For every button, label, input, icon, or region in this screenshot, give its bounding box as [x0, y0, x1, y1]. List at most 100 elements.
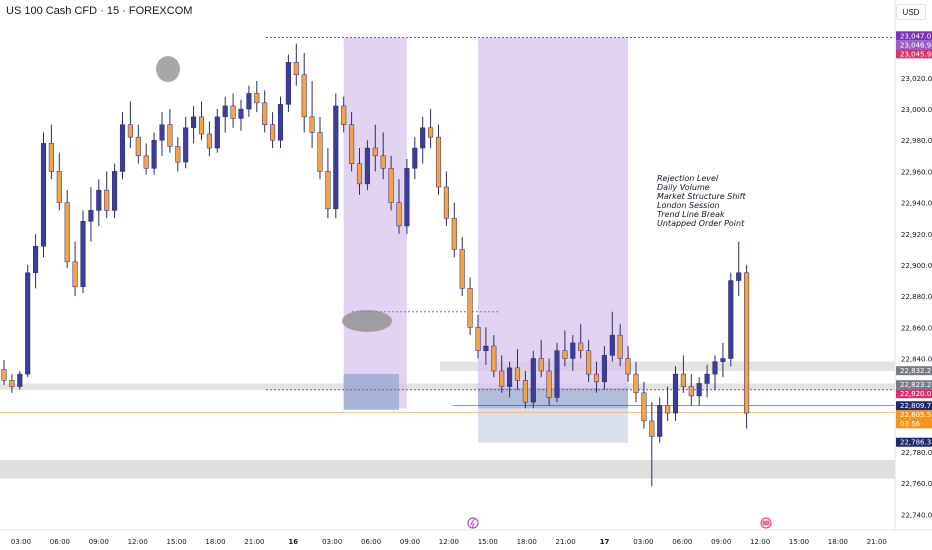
time-tick-label: 03:00 [633, 538, 653, 546]
candle-body [364, 147, 370, 185]
candle-body [301, 74, 307, 118]
candles[interactable] [1, 43, 750, 487]
analysis-notes: Rejection Level Daily Volume Market Stru… [657, 174, 746, 228]
candle-body [396, 202, 402, 227]
candle-body [88, 210, 94, 222]
candle-body [325, 171, 331, 210]
price-label-box [896, 49, 932, 59]
candle-body [665, 405, 671, 414]
candle-body [183, 127, 189, 163]
time-tick-label: 06:00 [50, 538, 70, 546]
price-tick-label: 22,920.0 [901, 231, 932, 239]
countdown-text: 03:56 [900, 420, 921, 428]
candle-body [72, 261, 78, 288]
zone-blue-2 [343, 374, 399, 410]
candle-body [33, 246, 39, 274]
candle-body [1, 369, 7, 381]
price-label-text: 22,820.0 [900, 390, 931, 398]
candle-body [554, 350, 560, 398]
candle-body [317, 132, 323, 172]
grey-band-lower [0, 459, 895, 479]
note-london-session: London Session [657, 201, 720, 210]
price-tick-label: 22,860.0 [901, 324, 932, 332]
price-tick-label: 22,740.0 [901, 511, 932, 519]
price-tick-label: 22,780.0 [901, 449, 932, 457]
candle-body [119, 124, 126, 172]
candle-body [191, 116, 197, 129]
note-trend-line-break: Trend Line Break [657, 210, 725, 219]
price-label-box [896, 366, 932, 376]
candle-body [9, 380, 15, 387]
lightning-bolt-icon [470, 518, 475, 529]
candle-body [167, 124, 173, 147]
candle-body [309, 116, 315, 133]
price-tick-label: 22,900.0 [901, 262, 932, 270]
currency-button[interactable]: USD [896, 4, 926, 20]
candle-body [206, 133, 212, 149]
candle-body [112, 171, 118, 211]
candle-body [578, 342, 584, 351]
time-axis[interactable]: 03:00 06:00 09:00 12:00 15:00 18:00 21:00 16 03:… [0, 517, 932, 546]
price-tick-label: 22,960.0 [901, 168, 932, 176]
price-label-text: 22,786.3 [900, 439, 931, 447]
candle-body [293, 62, 299, 76]
candle-body [483, 345, 489, 351]
note-market-structure-shift: Market Structure Shift [657, 192, 746, 201]
grey-band-upper [0, 383, 895, 390]
time-tick-label: 17 [600, 538, 610, 546]
price-label-text: 22,805.5 [900, 411, 931, 419]
candle-body [285, 62, 291, 105]
candle-body [56, 171, 62, 203]
zone-purple-0 [343, 37, 407, 409]
candle-body [388, 168, 394, 203]
time-tick-label: 12:00 [128, 538, 148, 546]
time-tick-label: 21:00 [556, 538, 576, 546]
candle-body [198, 116, 205, 135]
time-tick-label: 03:00 [322, 538, 342, 546]
candle-body [657, 405, 663, 437]
price-tick-label: 22,980.0 [901, 137, 932, 145]
highlight-ellipses [156, 56, 392, 332]
candle-body [562, 350, 568, 359]
candle-body [570, 342, 576, 359]
candle-body [262, 102, 268, 125]
candle-body [246, 93, 252, 110]
candle-body [428, 127, 434, 138]
candle-body [704, 373, 710, 384]
candle-body [514, 367, 521, 381]
candle-body [349, 124, 355, 164]
candle-body [475, 327, 481, 351]
candle-body [380, 155, 386, 169]
note-daily-volume: Daily Volume [657, 183, 710, 192]
candle-body [356, 163, 363, 185]
candle-body [104, 189, 110, 211]
candle-body [491, 345, 497, 372]
candle-body [230, 105, 236, 119]
price-label-box [896, 389, 932, 399]
price-axis[interactable]: 22,740.022,760.022,780.022,800.022,820.0… [894, 0, 932, 530]
candle-body [744, 272, 750, 414]
time-tick-label: 06:00 [361, 538, 381, 546]
candle-body [222, 105, 228, 118]
candle-body [641, 392, 647, 422]
lightning-event-icon [467, 517, 479, 529]
time-tick-label: 18:00 [828, 538, 848, 546]
candle-body [270, 124, 276, 141]
candle-body [64, 202, 70, 263]
candle-body [404, 168, 410, 227]
candle-body [649, 420, 655, 437]
candle-body [609, 334, 615, 356]
price-label-text: 22,832.2 [900, 367, 931, 375]
candle-body [586, 350, 592, 375]
candle-body [467, 288, 473, 328]
candle-body [696, 383, 702, 397]
time-tick-label: 12:00 [439, 538, 459, 546]
candle-body [680, 373, 686, 387]
price-label-box [896, 437, 932, 447]
candle-body [143, 155, 149, 169]
candle-body [712, 361, 718, 375]
time-tick-label: 18:00 [517, 538, 537, 546]
zone-blue-3 [478, 388, 629, 409]
candle-body [720, 358, 726, 362]
